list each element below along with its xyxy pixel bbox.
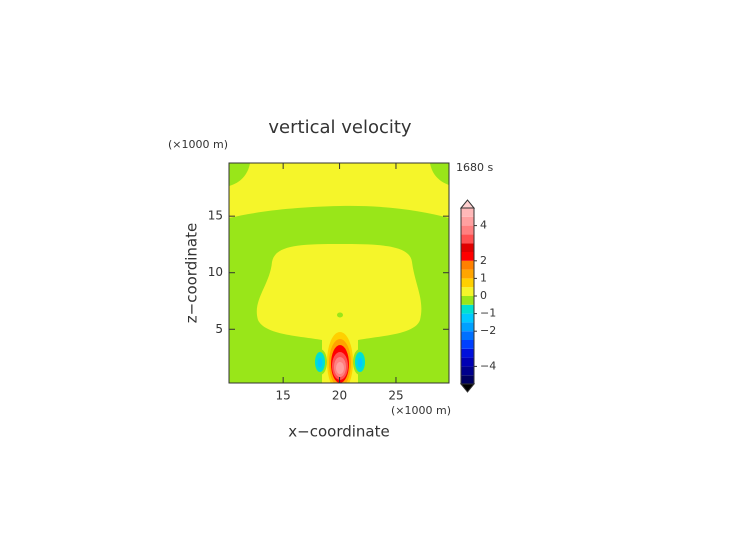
colorbar-bin <box>461 225 474 235</box>
colorbar-bin <box>461 278 474 288</box>
colorbar-over <box>459 199 476 209</box>
colorbar-tick-label: 2 <box>480 254 487 267</box>
colorbar-bin <box>461 269 474 279</box>
chart-title: vertical velocity <box>268 117 412 138</box>
x-tick-label: 15 <box>276 389 291 403</box>
y-unit: (×1000 m) <box>168 138 228 151</box>
colorbar-bin <box>461 340 474 349</box>
y-tick-label: 5 <box>215 322 223 336</box>
field-region <box>430 163 449 185</box>
colorbar-tick-label: −1 <box>480 307 496 320</box>
time-label: 1680 s <box>456 161 493 174</box>
y-axis-label: z−coordinate <box>183 223 201 323</box>
colorbar-bin <box>461 348 474 358</box>
colorbar-tick-label: 1 <box>480 271 487 284</box>
x-tick-label: 25 <box>388 389 403 403</box>
colorbar-bin <box>461 208 474 217</box>
field-region <box>336 362 344 374</box>
colorbar-bin <box>461 243 474 252</box>
colorbar-tick-label: −2 <box>480 324 496 337</box>
x-axis-label: x−coordinate <box>288 423 389 441</box>
colorbar-bin <box>461 304 474 314</box>
colorbar-tick-label: 0 <box>480 289 487 302</box>
y-tick-label: 15 <box>208 209 223 223</box>
colorbar-under <box>459 383 476 393</box>
colorbar-bin <box>461 331 474 340</box>
colorbar-bin <box>461 322 474 332</box>
colorbar-tick-label: −4 <box>480 359 496 372</box>
colorbar-bin <box>461 366 474 376</box>
colorbar-bin <box>461 313 474 323</box>
colorbar-bin <box>461 260 474 270</box>
field-region <box>229 163 449 218</box>
field-region <box>357 358 363 368</box>
colorbar-bin <box>461 287 474 296</box>
colorbar-bin <box>461 375 474 384</box>
x-unit: (×1000 m) <box>391 404 451 417</box>
field-region <box>317 358 323 368</box>
colorbar-bin <box>461 296 474 305</box>
contour-field <box>229 163 449 383</box>
field-region <box>229 163 250 186</box>
colorbar-bin <box>461 216 474 226</box>
colorbar-bin <box>461 252 474 261</box>
field-region <box>337 312 343 318</box>
y-tick-label: 10 <box>208 265 223 279</box>
x-tick-label: 20 <box>332 389 347 403</box>
colorbar-bin <box>461 357 474 367</box>
colorbar-tick-label: 4 <box>480 219 487 232</box>
colorbar-bin <box>461 234 474 244</box>
